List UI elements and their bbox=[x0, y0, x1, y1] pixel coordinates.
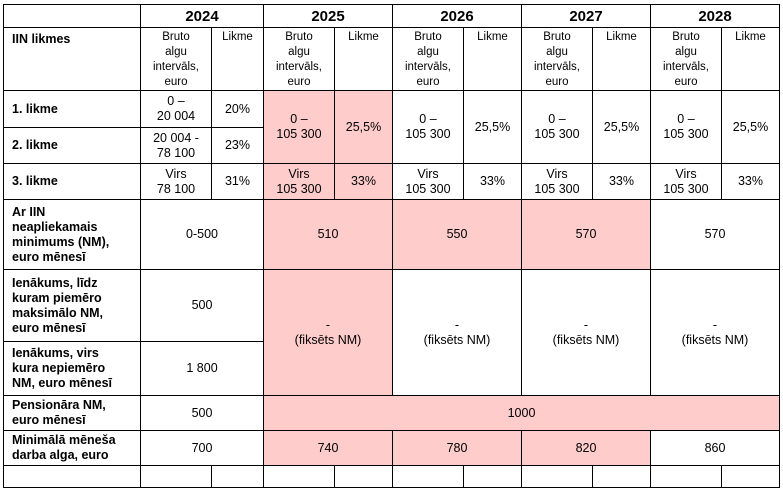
range-2024-1: 0 –20 004 bbox=[140, 90, 212, 128]
fixed-nm-2026: - (fiksēts NM) bbox=[392, 269, 522, 396]
range-2027-12: 0 –105 300 bbox=[521, 90, 593, 164]
tax-table: 2024 2025 2026 2027 2028 IIN likmes Brut… bbox=[3, 4, 780, 488]
pension-2024: 500 bbox=[140, 395, 264, 431]
rate-row-1: 1. likme 0 –20 004 20% 0 –105 300 25,5% … bbox=[3, 90, 780, 164]
rate-2025-12: 25,5% bbox=[334, 90, 393, 164]
year-2028: 2028 bbox=[650, 4, 780, 28]
empty-cell bbox=[3, 465, 141, 488]
col-range-header: Bruto algu intervāls, euro bbox=[650, 27, 722, 91]
income-low-row: Ienākums, līdz kuram piemēro maksimālo NM,… bbox=[3, 269, 780, 396]
fixed-nm-2027: - (fiksēts NM) bbox=[521, 269, 651, 396]
minwage-2027: 820 bbox=[521, 430, 651, 466]
empty-cell bbox=[392, 465, 464, 488]
rate-1-label: 1. likme bbox=[3, 90, 141, 128]
empty-cell bbox=[721, 465, 780, 488]
nm-2028: 570 bbox=[650, 199, 780, 270]
col-range-header: Bruto algu intervāls, euro bbox=[263, 27, 335, 91]
col-range-header: Bruto algu intervāls, euro bbox=[140, 27, 212, 91]
col-range-header: Bruto algu intervāls, euro bbox=[521, 27, 593, 91]
col-rate-header: Likme bbox=[463, 27, 522, 91]
income-high-2024: 1 800 bbox=[140, 341, 264, 396]
range-2028-12: 0 –105 300 bbox=[650, 90, 722, 164]
empty-cell bbox=[211, 465, 264, 488]
rate-2025-3: 33% bbox=[334, 163, 393, 200]
minwage-row: Minimālā mēneša darba alga, euro 700 740 … bbox=[3, 430, 780, 466]
range-2025-3: Virs 105 300 bbox=[263, 163, 335, 200]
empty-cell bbox=[521, 465, 593, 488]
rate-2028-3: 33% bbox=[721, 163, 780, 200]
rate-2026-12: 25,5% bbox=[463, 90, 522, 164]
minwage-2028: 860 bbox=[650, 430, 780, 466]
pension-row: Pensionāra NM, euro mēnesī 500 1000 bbox=[3, 395, 780, 431]
range-2026-3: Virs 105 300 bbox=[392, 163, 464, 200]
rate-2024-2: 23% bbox=[211, 127, 264, 164]
range-2026-12: 0 –105 300 bbox=[392, 90, 464, 164]
nm-2027: 570 bbox=[521, 199, 651, 270]
col-rate-header: Likme bbox=[334, 27, 393, 91]
rate-2024-1: 20% bbox=[211, 90, 264, 128]
subheader-row: IIN likmes Bruto algu intervāls, euro Likme… bbox=[3, 27, 780, 91]
nm-2024: 0-500 bbox=[140, 199, 264, 270]
rate-3-label: 3. likme bbox=[3, 163, 141, 200]
rate-2026-3: 33% bbox=[463, 163, 522, 200]
col-rate-header: Likme bbox=[592, 27, 651, 91]
nm-label: Ar IIN neapliekamais minimums (NM), euro mē… bbox=[3, 199, 141, 270]
empty-cell bbox=[592, 465, 651, 488]
fixed-nm-2028: - (fiksēts NM) bbox=[650, 269, 780, 396]
rate-2024-3: 31% bbox=[211, 163, 264, 200]
empty-cell bbox=[140, 465, 212, 488]
minwage-2025: 740 bbox=[263, 430, 393, 466]
year-2025: 2025 bbox=[263, 4, 393, 28]
rate-2027-12: 25,5% bbox=[592, 90, 651, 164]
empty-cell bbox=[650, 465, 722, 488]
iin-rates-label: IIN likmes bbox=[3, 27, 141, 91]
pension-2025-2028: 1000 bbox=[263, 395, 780, 431]
empty-corner bbox=[3, 4, 141, 28]
rate-2-label: 2. likme bbox=[3, 127, 141, 164]
rate-row-2: 2. likme 20 004 -78 100 23% bbox=[3, 127, 780, 164]
year-2026: 2026 bbox=[392, 4, 522, 28]
rate-2027-3: 33% bbox=[592, 163, 651, 200]
year-2027: 2027 bbox=[521, 4, 651, 28]
col-range-header: Bruto algu intervāls, euro bbox=[392, 27, 464, 91]
nm-row: Ar IIN neapliekamais minimums (NM), euro mē… bbox=[3, 199, 780, 270]
minwage-2024: 700 bbox=[140, 430, 264, 466]
range-2024-3: Virs 78 100 bbox=[140, 163, 212, 200]
year-header-row: 2024 2025 2026 2027 2028 bbox=[3, 4, 780, 28]
pension-label: Pensionāra NM, euro mēnesī bbox=[3, 395, 141, 431]
nm-2026: 550 bbox=[392, 199, 522, 270]
income-low-label: Ienākums, līdz kuram piemēro maksimālo NM,… bbox=[3, 269, 141, 342]
minwage-2026: 780 bbox=[392, 430, 522, 466]
range-2027-3: Virs 105 300 bbox=[521, 163, 593, 200]
fixed-nm-2025: - (fiksēts NM) bbox=[263, 269, 393, 396]
range-2024-2: 20 004 -78 100 bbox=[140, 127, 212, 164]
income-low-2024: 500 bbox=[140, 269, 264, 342]
income-high-row: Ienākums, virs kura nepiemēro NM, euro mēn… bbox=[3, 341, 780, 396]
nm-2025: 510 bbox=[263, 199, 393, 270]
rate-2028-12: 25,5% bbox=[721, 90, 780, 164]
empty-cell bbox=[263, 465, 335, 488]
empty-cell bbox=[463, 465, 522, 488]
range-2028-3: Virs 105 300 bbox=[650, 163, 722, 200]
empty-cell bbox=[334, 465, 393, 488]
col-rate-header: Likme bbox=[211, 27, 264, 91]
minwage-label: Minimālā mēneša darba alga, euro bbox=[3, 430, 141, 466]
income-high-label: Ienākums, virs kura nepiemēro NM, euro mēn… bbox=[3, 341, 141, 396]
empty-row bbox=[3, 465, 780, 488]
range-2025-12: 0 –105 300 bbox=[263, 90, 335, 164]
col-rate-header: Likme bbox=[721, 27, 780, 91]
rate-row-3: 3. likme Virs 78 100 31% Virs 105 300 33% … bbox=[3, 163, 780, 200]
year-2024: 2024 bbox=[140, 4, 264, 28]
